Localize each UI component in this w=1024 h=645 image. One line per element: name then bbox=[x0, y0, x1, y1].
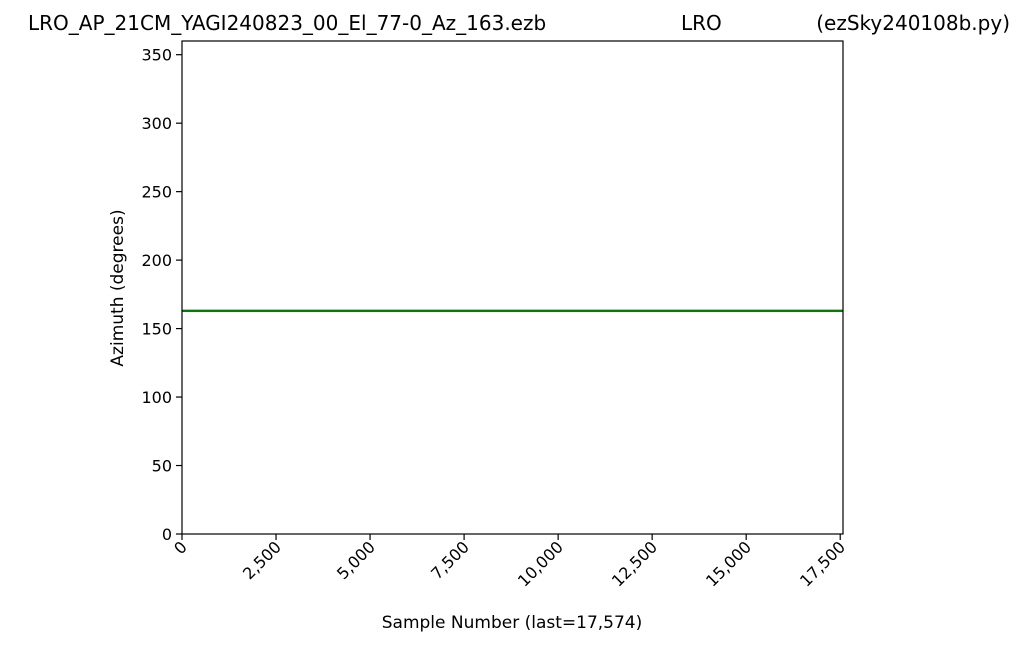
x-tick-label: 15,000 bbox=[702, 537, 755, 590]
x-tick-label: 10,000 bbox=[514, 537, 567, 590]
y-tick-label: 250 bbox=[141, 183, 172, 202]
y-tick-label: 50 bbox=[152, 457, 172, 476]
y-axis-label: Azimuth (degrees) bbox=[108, 209, 128, 366]
header-file: LRO_AP_21CM_YAGI240823_00_El_77-0_Az_163… bbox=[28, 11, 546, 35]
x-tick-label: 7,500 bbox=[427, 537, 473, 583]
x-tick-label: 12,500 bbox=[608, 537, 661, 590]
y-tick-label: 350 bbox=[141, 46, 172, 65]
y-tick-label: 150 bbox=[141, 320, 172, 339]
x-tick-label: 0 bbox=[170, 537, 191, 558]
y-tick-label: 0 bbox=[162, 525, 172, 544]
x-tick-label: 2,500 bbox=[239, 537, 285, 583]
header-station: LRO bbox=[681, 11, 722, 35]
x-axis-label: Sample Number (last=17,574) bbox=[382, 613, 643, 633]
tick-layer: 0 2,500 5,000 7,500 10,000 12,500 15,000 17,500… bbox=[141, 46, 849, 591]
plot-frame bbox=[181, 40, 844, 535]
x-tick-label: 17,500 bbox=[796, 537, 849, 590]
y-tick-label: 200 bbox=[141, 251, 172, 270]
y-tick-label: 300 bbox=[141, 114, 172, 133]
y-tick-label: 100 bbox=[141, 388, 172, 407]
x-tick-label: 5,000 bbox=[333, 537, 379, 583]
header-program: (ezSky240108b.py) bbox=[816, 11, 1010, 35]
